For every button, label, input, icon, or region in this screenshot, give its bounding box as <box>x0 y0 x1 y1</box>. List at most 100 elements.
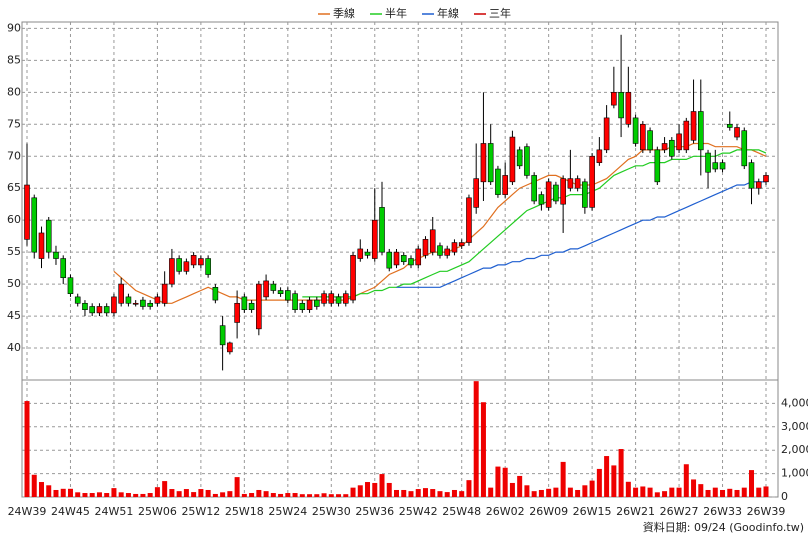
candle-body <box>350 255 356 301</box>
candle-body <box>147 302 153 307</box>
volume-bar <box>567 487 573 497</box>
candle-body <box>190 255 197 266</box>
y-tick-label: 75 <box>7 117 21 130</box>
candle-body <box>712 162 719 170</box>
candle-body <box>103 306 110 314</box>
candle-body <box>618 92 624 119</box>
x-tick-label: 24W51 <box>95 505 134 518</box>
candle-body <box>422 239 429 256</box>
volume-bar <box>38 482 44 497</box>
ma-line <box>302 149 767 298</box>
candle-body <box>625 92 632 125</box>
y-tick-label: 50 <box>7 277 21 290</box>
candle-body <box>45 219 52 253</box>
volume-bar <box>662 491 668 497</box>
candle-body <box>176 258 182 272</box>
candle-body <box>444 248 451 256</box>
y-tick-label: 45 <box>7 309 21 322</box>
volume-bar <box>763 486 769 497</box>
candle-body <box>169 258 175 285</box>
y-tick-label: 40 <box>7 341 21 354</box>
volume-bar <box>437 491 443 497</box>
volume-bar <box>234 477 240 497</box>
candle-body <box>480 143 487 183</box>
volume-bar <box>292 493 298 497</box>
candle-body <box>596 149 603 163</box>
candle-body <box>125 296 132 304</box>
volume-bar <box>111 488 117 497</box>
volume-bar <box>357 485 363 497</box>
candle-body <box>140 299 146 307</box>
candle-body <box>705 152 711 173</box>
x-tick-label: 25W24 <box>268 505 307 518</box>
volume-bar <box>220 492 226 497</box>
candle-body <box>161 283 168 304</box>
volume-bar <box>321 493 327 497</box>
candle-body <box>371 219 378 259</box>
candle-body <box>545 181 552 208</box>
candle-body <box>538 194 545 205</box>
candle-body <box>270 283 277 291</box>
volume-bar <box>604 456 610 497</box>
candle-body <box>603 117 610 151</box>
candle-body <box>111 296 117 314</box>
volume-bar <box>191 492 197 497</box>
volume-bar <box>169 489 175 497</box>
y2-tick-label: 4,000 <box>781 396 808 409</box>
candle-body <box>683 120 690 151</box>
candle-body <box>574 178 581 189</box>
y2-tick-label: 1,000 <box>781 467 808 480</box>
candle-body <box>132 302 139 305</box>
candle-body <box>408 258 414 266</box>
candle-body <box>726 123 733 128</box>
legend-label: 季線 <box>333 6 355 20</box>
candle-body <box>328 293 335 304</box>
candle-body <box>654 149 661 183</box>
footnote: 資料日期: 09/24 (Goodinfo.tw) <box>643 520 804 534</box>
volume-bar <box>524 485 530 497</box>
volume-bar <box>495 466 501 497</box>
candle-body <box>502 175 508 195</box>
x-tick-label: 25W18 <box>225 505 264 518</box>
y2-tick-label: 2,000 <box>781 443 808 456</box>
volume-bar <box>205 489 211 497</box>
candle-body <box>285 290 291 301</box>
volume-bar <box>451 489 457 497</box>
candle-body <box>379 207 385 253</box>
candle-body <box>632 117 639 144</box>
volume-bar <box>422 488 428 497</box>
candle-body <box>219 325 226 346</box>
volume-bar <box>343 494 349 497</box>
x-tick-label: 26W09 <box>529 505 568 518</box>
candle-body <box>741 130 748 167</box>
candle-body <box>154 296 161 304</box>
volume-bar <box>314 494 320 497</box>
volume-bar <box>415 489 421 497</box>
volume-bar <box>133 493 139 497</box>
y2-tick-label: 3,000 <box>781 420 808 433</box>
candle-body <box>748 162 755 189</box>
candle-body <box>38 232 45 259</box>
volume-bar <box>336 494 342 497</box>
legend-label: 半年 <box>385 6 407 20</box>
x-tick-label: 24W39 <box>8 505 47 518</box>
volume-bar <box>749 470 755 497</box>
volume-bar <box>466 480 472 497</box>
candle-body <box>357 248 364 259</box>
volume-bar <box>625 481 631 497</box>
volume-bar <box>118 492 124 497</box>
candle-body <box>466 197 472 243</box>
x-tick-label: 26W21 <box>616 505 655 518</box>
volume-bar <box>560 461 566 497</box>
candle-body <box>335 296 342 304</box>
candle-body <box>314 299 320 307</box>
candle-body <box>697 111 704 151</box>
x-tick-label: 25W36 <box>355 505 394 518</box>
volume-bar <box>480 402 486 497</box>
candle-body <box>31 197 38 253</box>
candle-body <box>256 283 262 330</box>
volume-bar <box>24 401 30 497</box>
candle-body <box>589 155 595 208</box>
x-tick-label: 26W02 <box>486 505 525 518</box>
